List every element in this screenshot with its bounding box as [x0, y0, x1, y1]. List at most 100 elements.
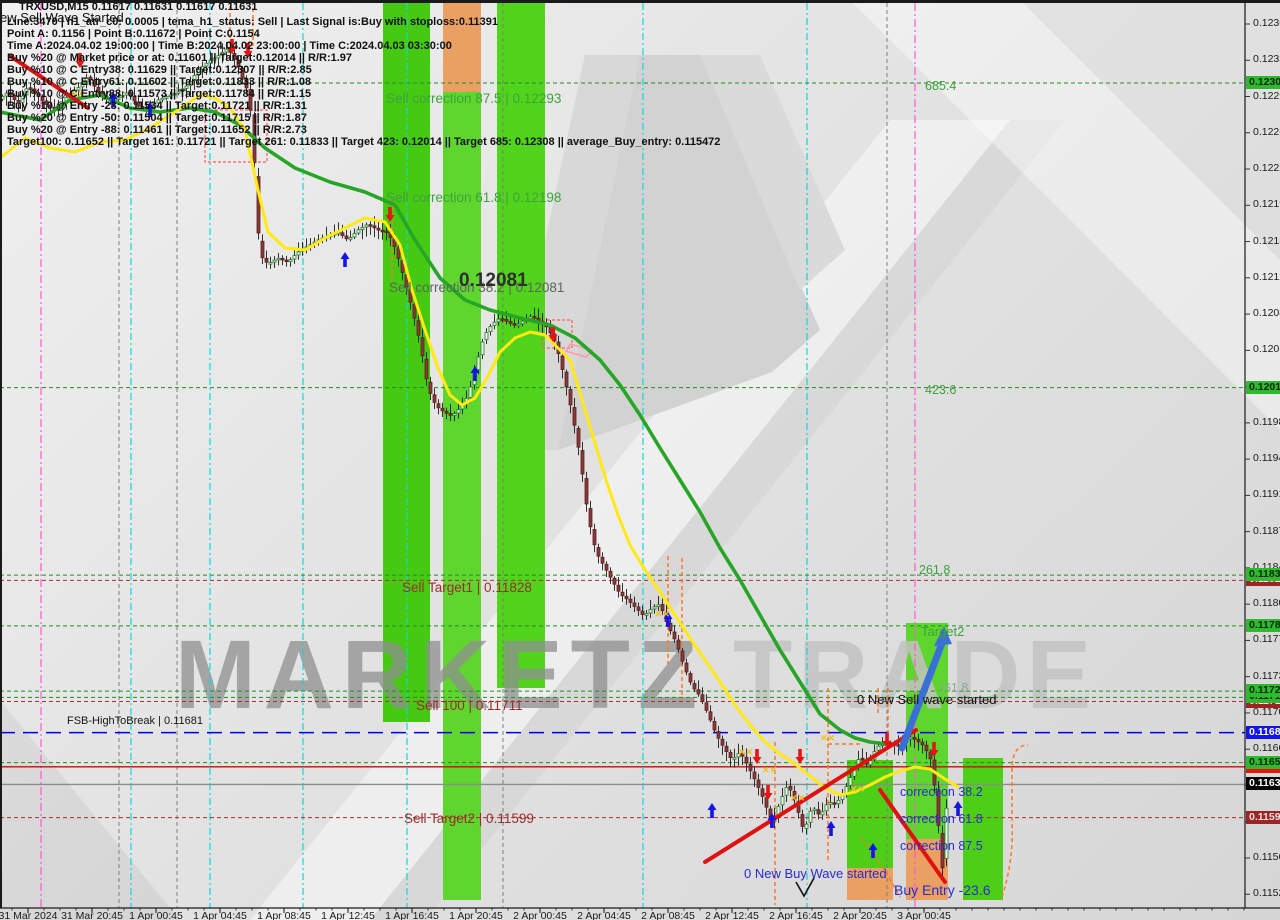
buy-arrow-icon [145, 102, 155, 117]
candle [48, 104, 53, 108]
watermark-logo [700, 55, 845, 290]
candle [924, 744, 929, 752]
watermark-text-left: MARKETZ [175, 620, 705, 729]
candle [452, 413, 457, 416]
sell-arrow-icon [548, 327, 558, 342]
candle [708, 711, 713, 721]
signal-box [204, 109, 268, 163]
candle [128, 92, 133, 96]
candle [416, 320, 421, 336]
candle [740, 752, 745, 757]
candle [476, 356, 481, 371]
candle [248, 89, 253, 111]
candle [532, 316, 537, 319]
candle [4, 92, 9, 97]
candle [560, 355, 565, 370]
candle [916, 739, 921, 743]
vlines-layer [40, 3, 916, 908]
candle [512, 323, 517, 326]
candle [672, 631, 677, 640]
red-trendline [703, 728, 918, 864]
candle [500, 318, 505, 321]
window-left-border [0, 0, 2, 908]
candle [608, 570, 613, 578]
candle [812, 808, 817, 812]
wave-dash [860, 837, 901, 898]
candle [396, 247, 401, 259]
candle [204, 62, 209, 67]
candle [236, 60, 241, 68]
candle [164, 96, 169, 99]
candle [940, 833, 945, 869]
session-band [443, 92, 481, 900]
candle [180, 88, 185, 92]
buy-arrow-icon [953, 801, 963, 816]
sell-arrow-icon [752, 749, 762, 764]
candle [808, 810, 813, 823]
candle [736, 753, 741, 758]
candle [212, 57, 217, 61]
candle [260, 240, 265, 259]
red-trendline [878, 788, 947, 884]
candle [508, 321, 513, 324]
candle [368, 224, 373, 227]
red-trendline [8, 54, 90, 110]
sell-arrow-icon [385, 207, 395, 222]
candle [152, 103, 157, 108]
x-mark-icon: ✕✕ [850, 784, 865, 794]
candle [824, 804, 829, 812]
candle [804, 823, 809, 829]
candle [16, 100, 21, 104]
candle [176, 91, 181, 94]
candle [600, 556, 605, 564]
candle [692, 683, 697, 690]
sell-arrow-icon [75, 53, 85, 68]
candle [488, 325, 493, 332]
candle [828, 802, 833, 805]
candle [420, 337, 425, 357]
candle [676, 639, 681, 650]
candle [680, 650, 685, 662]
candle [944, 807, 949, 859]
candle [124, 92, 129, 96]
buy-arrow-icon [868, 843, 878, 858]
candle [568, 389, 573, 406]
candle [36, 92, 41, 97]
candle [28, 87, 33, 90]
x-mark-icon: ✕✕ [762, 765, 777, 775]
candle [116, 97, 121, 100]
candle [76, 87, 81, 91]
candle [224, 48, 229, 53]
candle [296, 251, 301, 256]
candle [792, 791, 797, 801]
candle [744, 756, 749, 764]
sell-arrow-icon [882, 733, 892, 748]
candle [480, 341, 485, 356]
ma-line-yellow [0, 93, 960, 797]
blue-trend-arrowhead [934, 626, 952, 646]
candle [752, 771, 757, 780]
watermark-streak [850, 0, 1280, 430]
candle [936, 790, 941, 826]
x-mark-icon: ✕✕ [820, 733, 835, 743]
candle [340, 232, 345, 236]
candle [32, 88, 37, 93]
buy-arrow-icon [663, 612, 673, 627]
candle [704, 702, 709, 711]
candle [596, 547, 601, 557]
candle [696, 689, 701, 695]
candle [700, 694, 705, 702]
candle [848, 777, 853, 786]
candle [652, 606, 657, 610]
candle [172, 93, 177, 96]
candle [716, 731, 721, 739]
candle [40, 96, 45, 101]
candle [88, 76, 93, 81]
session-band [497, 0, 545, 688]
candle [732, 757, 737, 760]
candle [8, 92, 13, 96]
candle [820, 811, 825, 816]
candle [424, 358, 429, 380]
candle [444, 410, 449, 414]
